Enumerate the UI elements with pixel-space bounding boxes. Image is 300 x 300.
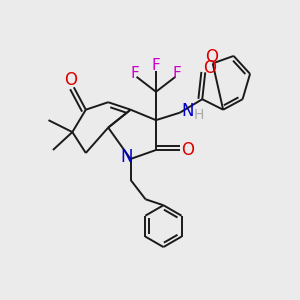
Text: O: O [205, 48, 218, 66]
Text: N: N [182, 102, 194, 120]
Text: F: F [172, 66, 181, 81]
Text: F: F [152, 58, 160, 73]
Text: N: N [121, 148, 133, 166]
Text: H: H [193, 108, 204, 122]
Text: O: O [64, 71, 77, 89]
Text: O: O [181, 141, 194, 159]
Text: O: O [203, 59, 216, 77]
Text: F: F [131, 66, 140, 81]
